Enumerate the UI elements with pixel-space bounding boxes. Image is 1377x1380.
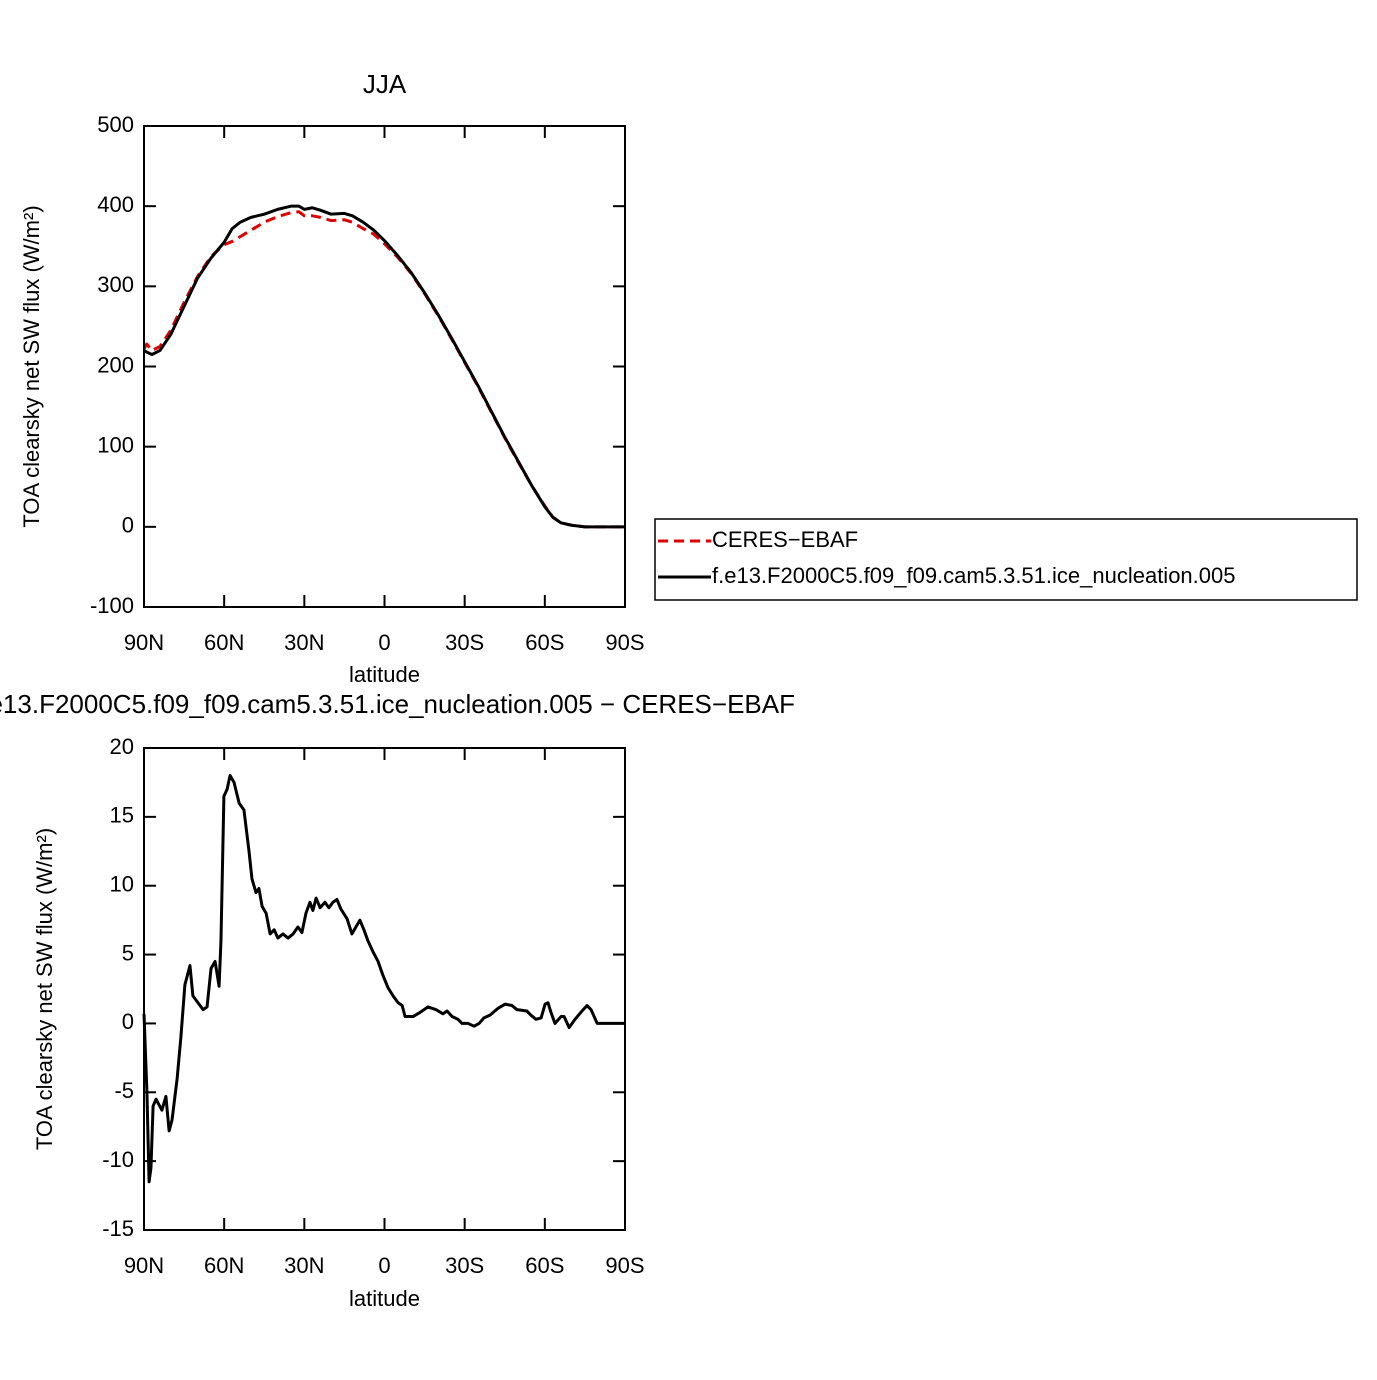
chart-title: JJA: [363, 69, 407, 99]
y-tick-label: -100: [90, 593, 134, 618]
y-tick-label: 15: [110, 803, 134, 828]
x-axis-label: latitude: [349, 1286, 420, 1311]
y-tick-label: 400: [97, 192, 134, 217]
legend-label: CERES−EBAF: [712, 527, 858, 552]
x-tick-label: 60N: [204, 630, 244, 655]
x-tick-label: 90S: [605, 630, 644, 655]
legend-label: f.e13.F2000C5.f09_f09.cam5.3.51.ice_nucl…: [712, 563, 1236, 588]
y-tick-label: 300: [97, 272, 134, 297]
data-line: [142, 774, 625, 1184]
x-tick-label: 30S: [445, 1253, 484, 1278]
x-tick-label: 30N: [284, 630, 324, 655]
y-tick-label: -5: [114, 1078, 134, 1103]
x-tick-label: 90S: [605, 1253, 644, 1278]
y-axis-label: TOA clearsky net SW flux (W/m²): [32, 828, 57, 1150]
data-line: [143, 204, 625, 529]
x-tick-label: 0: [378, 1253, 390, 1278]
x-tick-label: 30N: [284, 1253, 324, 1278]
y-tick-label: 5: [122, 940, 134, 965]
x-tick-label: 60S: [525, 1253, 564, 1278]
y-tick-label: 0: [122, 513, 134, 538]
y-tick-label: 20: [110, 734, 134, 759]
x-tick-label: 0: [378, 630, 390, 655]
y-tick-label: 200: [97, 352, 134, 377]
plot-frame: [143, 125, 626, 608]
x-tick-label: 30S: [445, 630, 484, 655]
y-tick-label: 100: [97, 432, 134, 457]
y-tick-label: -10: [102, 1147, 134, 1172]
x-tick-label: 60N: [204, 1253, 244, 1278]
data-line: [142, 210, 625, 529]
plot-frame: [143, 747, 626, 1231]
x-axis-label: latitude: [349, 662, 420, 687]
x-tick-label: 60S: [525, 630, 564, 655]
x-tick-label: 90N: [124, 630, 164, 655]
legend-box: [654, 518, 1358, 601]
x-tick-label: 90N: [124, 1253, 164, 1278]
y-tick-label: -15: [102, 1216, 134, 1241]
y-tick-label: 0: [122, 1009, 134, 1034]
y-axis-label: TOA clearsky net SW flux (W/m²): [19, 205, 44, 527]
y-tick-label: 500: [97, 112, 134, 137]
y-tick-label: 10: [110, 872, 134, 897]
chart-title: f.e13.F2000C5.f09_f09.cam5.3.51.ice_nucl…: [0, 689, 795, 719]
